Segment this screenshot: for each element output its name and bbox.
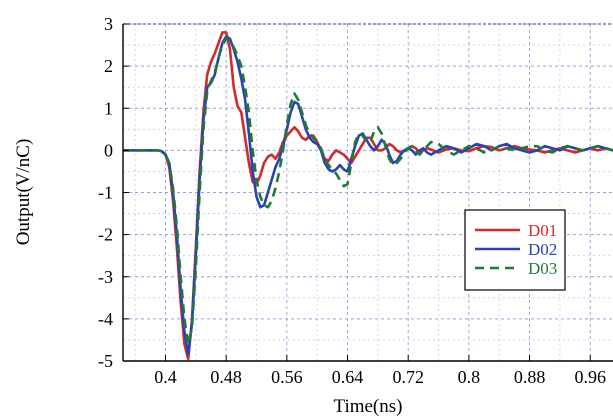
y-tick-label: 1 [104,98,113,118]
legend-label-d03: D03 [528,259,557,278]
y-tick-label: -2 [98,225,113,245]
y-axis-title: Output(V/nC) [13,139,34,246]
legend-label-d02: D02 [528,240,557,259]
series-line-d03 [123,37,613,346]
x-tick-label: 0.56 [271,367,303,387]
y-tick-label: -1 [98,183,113,203]
y-tick-label: -5 [98,351,113,371]
x-tick-label: 0.48 [210,367,242,387]
legend-label-d01: D01 [528,221,557,240]
series-layer [123,31,613,361]
y-tick-label: 2 [104,56,113,76]
x-tick-label: 0.72 [392,367,424,387]
y-axis-ticks: 3 2 1 0 -1 -2 -3 -4 -5 [98,14,129,371]
x-tick-label: 0.88 [514,367,546,387]
x-tick-label: 0.64 [332,367,364,387]
y-tick-label: 0 [104,140,113,160]
x-axis-title: Time(ns) [334,396,403,417]
x-tick-label: 0.4 [154,367,177,387]
y-tick-label: -4 [98,309,113,329]
y-tick-label: 3 [104,14,113,34]
y-tick-label: -3 [98,267,113,287]
x-tick-label: 0.96 [574,367,606,387]
x-axis-ticks: 0.4 0.48 0.56 0.64 0.72 0.8 0.88 0.96 [154,355,606,387]
x-tick-label: 0.8 [458,367,481,387]
series-line-d01 [123,31,613,361]
